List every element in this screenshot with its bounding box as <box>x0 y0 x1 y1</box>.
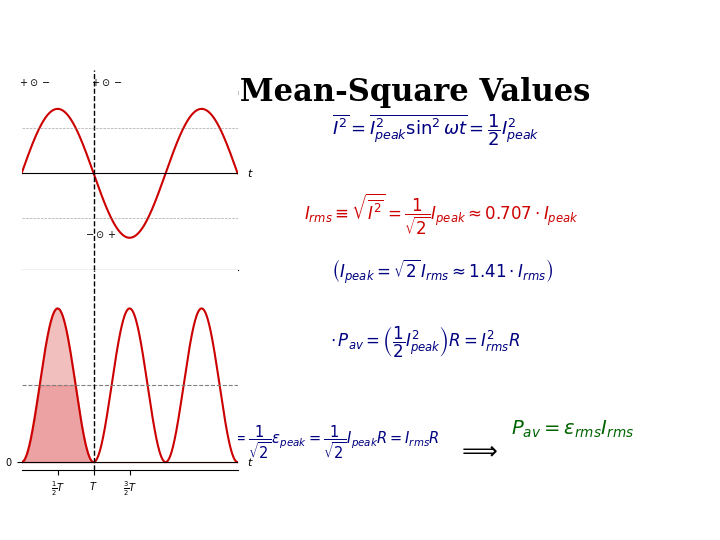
Text: $I_{rms} \equiv \sqrt{\overline{I^2}} = \dfrac{1}{\sqrt{2}}I_{peak} \approx 0.70: $I_{rms} \equiv \sqrt{\overline{I^2}} = … <box>304 192 579 238</box>
Text: $\left(I_{peak} = \sqrt{2}\, I_{rms} \approx 1.41\cdot I_{rms}\right)$: $\left(I_{peak} = \sqrt{2}\, I_{rms} \ap… <box>330 258 552 286</box>
Text: $P_{av} = \varepsilon_{rms}I_{rms}$: $P_{av} = \varepsilon_{rms}I_{rms}$ <box>511 419 634 440</box>
Text: $\overline{I^2} = \overline{I^2_{peak}\sin^2\omega t} = \dfrac{1}{2}I^2_{peak}$: $\overline{I^2} = \overline{I^2_{peak}\s… <box>332 113 540 148</box>
Text: $-\odot+$: $-\odot+$ <box>85 229 116 240</box>
Text: $\varepsilon_{rms} \equiv \sqrt{\overline{\varepsilon^2}} = \dfrac{1}{\sqrt{2}}\: $\varepsilon_{rms} \equiv \sqrt{\overlin… <box>153 419 440 461</box>
Text: Lecture 19-8: Lecture 19-8 <box>96 77 193 92</box>
Text: $+\odot-$: $+\odot-$ <box>19 77 50 89</box>
Text: $t$: $t$ <box>247 456 253 468</box>
Text: $t$: $t$ <box>247 167 253 179</box>
Text: Similarly,: Similarly, <box>124 379 202 396</box>
Text: $\cdot\, P_{av} = \left(\dfrac{1}{2}I^2_{peak}\right)R = I^2_{rms}R$: $\cdot\, P_{av} = \left(\dfrac{1}{2}I^2_… <box>330 325 520 360</box>
Text: Root-Mean-Square Values: Root-Mean-Square Values <box>148 77 590 109</box>
Text: $+\odot-$: $+\odot-$ <box>91 77 122 89</box>
Text: $\Longrightarrow$: $\Longrightarrow$ <box>457 440 498 463</box>
